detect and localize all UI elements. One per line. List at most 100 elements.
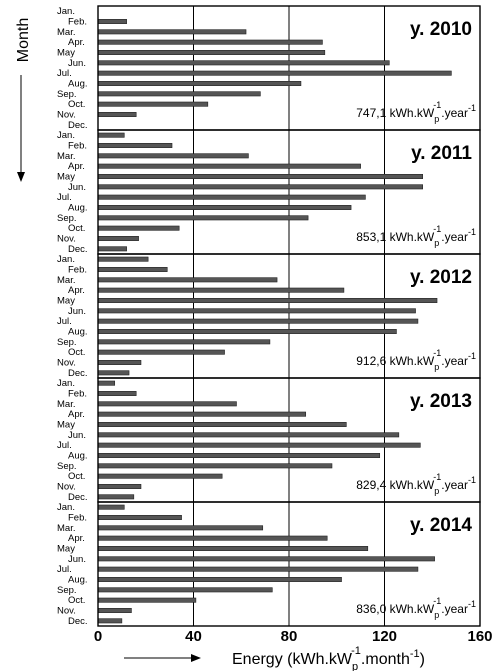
annual-total-label: 829,4 kWh.kWp-1.year-1	[356, 472, 476, 496]
down-arrow-icon	[17, 172, 25, 182]
month-tick-label: Aug.	[68, 451, 88, 462]
month-tick-label: Aug.	[68, 79, 88, 90]
grid-lines	[193, 6, 385, 626]
month-tick-label: Apr.	[68, 161, 85, 172]
x-tick-label: 160	[467, 628, 492, 645]
bar	[97, 19, 127, 24]
month-tick-label: Oct.	[68, 595, 85, 606]
bar	[97, 287, 345, 293]
month-tick-label: Jul.	[57, 68, 72, 79]
month-tick-label: Jun.	[68, 182, 86, 193]
month-tick-label: Dec.	[68, 492, 88, 503]
month-tick-label: Nov.	[57, 606, 76, 617]
bar	[97, 442, 421, 448]
right-arrow-icon	[191, 654, 201, 662]
month-tick-label: Nov.	[57, 358, 76, 369]
bar	[97, 308, 416, 314]
month-tick-label: Jun.	[68, 430, 86, 441]
month-tick-label: May	[57, 420, 75, 431]
bar	[97, 546, 369, 551]
bar	[97, 473, 223, 479]
month-tick-label: Mar.	[57, 399, 75, 410]
bar	[97, 422, 347, 427]
month-tick-label: Oct.	[68, 347, 85, 358]
month-tick-label: Apr.	[68, 533, 85, 544]
month-tick-label: Mar.	[57, 275, 75, 286]
bars	[97, 19, 452, 624]
bar	[97, 215, 309, 221]
bar	[97, 432, 400, 438]
month-tick-label: Sep.	[57, 585, 77, 596]
bar	[97, 484, 142, 489]
month-tick-label: Feb.	[68, 389, 87, 400]
bar	[97, 339, 271, 345]
bar	[97, 535, 328, 541]
month-tick-label: May	[57, 296, 75, 307]
month-tick-label: Apr.	[68, 37, 85, 48]
bar	[97, 566, 419, 572]
month-tick-label: Feb.	[68, 265, 87, 276]
year-label: y. 2010	[410, 19, 472, 40]
month-tick-label: Aug.	[68, 203, 88, 214]
bar	[97, 246, 127, 252]
bar	[97, 153, 249, 159]
bar	[97, 370, 130, 376]
bar	[97, 587, 273, 593]
month-tick-label: Jan.	[57, 130, 75, 141]
month-tick-label: Oct.	[68, 99, 85, 110]
panel-frame	[97, 501, 481, 627]
month-tick-label: Mar.	[57, 523, 75, 534]
bar	[97, 163, 361, 169]
month-tick-label: May	[57, 544, 75, 555]
annual-total-label: 836,0 kWh.kWp-1.year-1	[356, 596, 476, 620]
month-tick-label: Dec.	[68, 244, 88, 255]
month-tick-label: Jul.	[57, 192, 72, 203]
bar	[97, 525, 264, 531]
annual-total-label: 912,6 kWh.kWp-1.year-1	[356, 348, 476, 372]
month-tick-label: Sep.	[57, 461, 77, 472]
bar	[97, 380, 116, 386]
x-axis-title: Energy (kWh.kWp-1.month-1)	[232, 645, 425, 671]
year-label: y. 2011	[411, 143, 472, 164]
month-tick-label: May	[57, 172, 75, 183]
bar	[97, 60, 390, 66]
month-tick-label: Jul.	[57, 564, 72, 575]
bar	[97, 298, 438, 303]
bar	[97, 577, 342, 582]
month-tick-label: Oct.	[68, 471, 85, 482]
bar	[97, 236, 139, 241]
month-tick-label: Dec.	[68, 120, 88, 131]
panel-frames	[97, 5, 481, 627]
month-tick-label: Mar.	[57, 151, 75, 162]
month-tick-label: Apr.	[68, 409, 85, 420]
bar	[97, 225, 180, 231]
x-tick-label: 80	[281, 628, 298, 645]
x-tick-label: 0	[94, 628, 102, 645]
month-tick-label: Oct.	[68, 223, 85, 234]
month-tick-label: Mar.	[57, 27, 75, 38]
month-tick-label: Nov.	[57, 234, 76, 245]
bar	[97, 256, 149, 262]
bar	[97, 132, 125, 138]
bar	[97, 504, 125, 510]
annual-total-label: 853,1 kWh.kWp-1.year-1	[356, 224, 476, 248]
bar	[97, 349, 225, 355]
bar	[97, 91, 261, 97]
bar	[97, 329, 397, 334]
bar	[97, 174, 424, 179]
bar	[97, 277, 278, 283]
bar	[97, 618, 123, 624]
month-tick-label: Jun.	[68, 554, 86, 565]
y-axis-title: Month	[15, 18, 32, 62]
year-label: y. 2013	[410, 391, 472, 412]
bar	[97, 608, 132, 613]
bar	[97, 29, 247, 35]
bar	[97, 318, 419, 324]
month-tick-label: Sep.	[57, 213, 77, 224]
bar	[97, 597, 197, 603]
month-tick-label: Sep.	[57, 89, 77, 100]
bar	[97, 401, 237, 407]
month-tick-label: Jan.	[57, 254, 75, 265]
month-tick-label: Aug.	[68, 575, 88, 586]
bar	[97, 194, 366, 200]
